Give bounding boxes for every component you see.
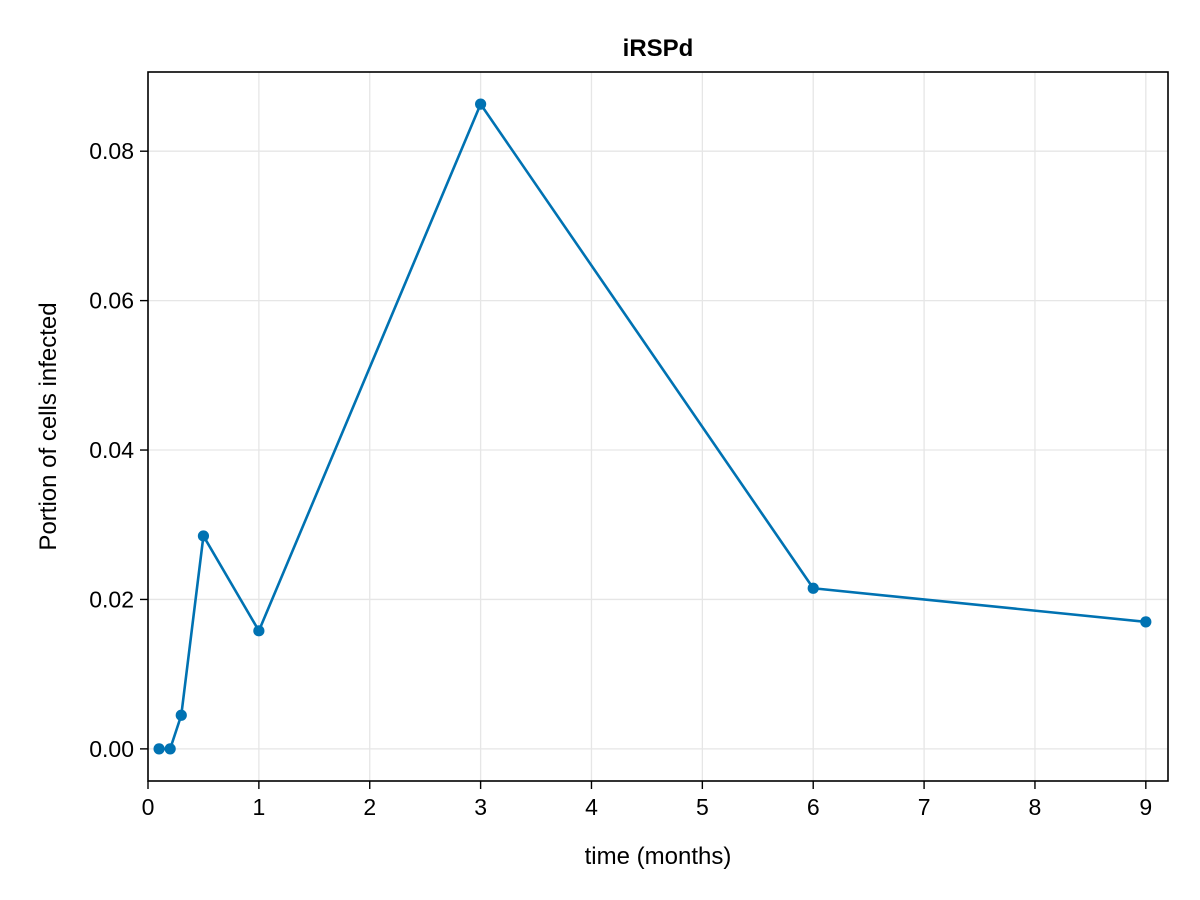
y-tick-label: 0.02 <box>89 586 134 612</box>
x-axis-ticks: 0 1 2 3 4 5 6 7 8 9 <box>142 781 1152 820</box>
x-tick-label: 2 <box>363 794 376 820</box>
chart-title: iRSPd <box>623 35 694 62</box>
y-axis-ticks: 0.00 0.02 0.04 0.06 0.08 <box>89 138 148 762</box>
x-axis-label: time (months) <box>585 843 732 870</box>
x-tick-label: 6 <box>807 794 820 820</box>
data-point <box>153 743 165 755</box>
y-axis-label: Portion of cells infected <box>35 302 62 550</box>
data-point <box>197 530 210 542</box>
data-point <box>253 625 265 637</box>
x-tick-label: 3 <box>474 794 487 820</box>
y-tick-label: 0.00 <box>89 736 134 762</box>
data-point <box>164 743 176 755</box>
data-point <box>175 709 187 721</box>
grid <box>147 72 1168 781</box>
data-point <box>475 98 487 110</box>
series-line <box>157 102 1148 751</box>
x-tick-label: 0 <box>142 794 155 820</box>
y-tick-label: 0.06 <box>89 288 134 314</box>
x-tick-label: 7 <box>918 794 931 820</box>
x-tick-label: 9 <box>1139 794 1152 820</box>
marker-layer <box>153 98 1152 755</box>
x-tick-label: 1 <box>252 794 265 820</box>
data-point <box>1140 616 1152 628</box>
y-tick-label: 0.04 <box>89 437 134 463</box>
y-tick-label: 0.08 <box>89 138 134 164</box>
plot-frame <box>147 71 1169 782</box>
x-tick-label: 5 <box>696 794 709 820</box>
series-line-layer <box>157 102 1148 751</box>
data-point <box>807 582 819 594</box>
x-tick-label: 8 <box>1029 794 1042 820</box>
x-tick-label: 4 <box>585 794 598 820</box>
